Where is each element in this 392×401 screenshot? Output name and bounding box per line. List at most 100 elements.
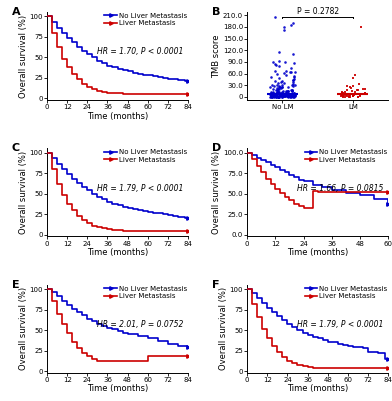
Point	[284, 88, 290, 95]
Point	[267, 93, 274, 99]
Point	[289, 86, 296, 93]
Point	[357, 92, 363, 99]
Point	[283, 87, 289, 94]
Point	[270, 89, 276, 95]
Point	[279, 82, 285, 89]
Point	[290, 93, 297, 99]
Point	[289, 91, 296, 97]
Point	[283, 91, 290, 97]
Point	[269, 91, 275, 97]
Point	[291, 74, 297, 80]
Point	[281, 26, 287, 33]
Point	[354, 93, 361, 100]
Point	[292, 93, 298, 99]
Legend: No Liver Metastasis, Liver Metastasis: No Liver Metastasis, Liver Metastasis	[305, 286, 387, 299]
Point	[290, 93, 297, 99]
Point	[291, 60, 297, 66]
Point	[350, 93, 356, 99]
Point	[279, 78, 285, 84]
Point	[274, 93, 280, 99]
Point	[347, 83, 353, 90]
Text: B: B	[212, 7, 220, 17]
Point	[285, 91, 292, 98]
Point	[285, 93, 291, 99]
Point	[290, 83, 296, 90]
Point	[274, 93, 281, 100]
Point	[275, 79, 281, 86]
Point	[267, 84, 273, 91]
Point	[275, 93, 281, 100]
Point	[346, 91, 352, 97]
Point	[343, 87, 350, 93]
Point	[279, 93, 286, 99]
Point	[279, 93, 285, 99]
Point	[275, 89, 281, 95]
Point	[279, 84, 285, 90]
Point	[289, 91, 296, 97]
Point	[268, 93, 274, 100]
Point	[272, 92, 278, 98]
Point	[273, 62, 279, 68]
X-axis label: Time (months): Time (months)	[287, 248, 348, 257]
Text: A: A	[12, 7, 20, 17]
Point	[352, 72, 358, 79]
Point	[285, 94, 292, 100]
Point	[289, 92, 296, 99]
Point	[268, 89, 274, 95]
Point	[270, 93, 276, 99]
Point	[275, 93, 281, 100]
Point	[279, 90, 286, 97]
Point	[288, 92, 294, 98]
Point	[279, 93, 285, 100]
Point	[287, 93, 294, 100]
Point	[272, 14, 278, 20]
Point	[280, 88, 287, 94]
Point	[291, 92, 297, 98]
Point	[274, 87, 280, 93]
Point	[286, 91, 292, 97]
Point	[347, 93, 353, 100]
Point	[283, 92, 289, 99]
X-axis label: Time (months): Time (months)	[287, 385, 348, 393]
Point	[276, 75, 282, 81]
Point	[285, 88, 292, 95]
Point	[270, 93, 276, 99]
Point	[292, 82, 298, 89]
Point	[290, 75, 297, 82]
Point	[277, 91, 283, 98]
Point	[282, 59, 288, 65]
Point	[282, 93, 288, 99]
Point	[288, 93, 294, 99]
Point	[361, 90, 368, 96]
Point	[290, 93, 297, 100]
Point	[278, 91, 285, 97]
Point	[341, 91, 347, 98]
Point	[276, 49, 282, 55]
Point	[358, 90, 364, 97]
Point	[291, 93, 297, 99]
Point	[276, 86, 282, 93]
X-axis label: Time (months): Time (months)	[87, 385, 148, 393]
Point	[288, 91, 294, 98]
Point	[291, 73, 297, 79]
Point	[288, 87, 294, 93]
Point	[281, 70, 287, 77]
Point	[347, 93, 353, 99]
Point	[267, 91, 273, 97]
Point	[283, 93, 290, 99]
Point	[276, 89, 282, 95]
Point	[284, 93, 290, 99]
Point	[339, 90, 345, 96]
Point	[280, 92, 286, 99]
Point	[276, 93, 282, 99]
Point	[276, 83, 282, 89]
Point	[269, 93, 276, 99]
Y-axis label: TMB score: TMB score	[212, 34, 221, 78]
Point	[352, 89, 358, 96]
Point	[288, 93, 294, 99]
Point	[269, 93, 276, 100]
Point	[274, 91, 281, 97]
Point	[281, 80, 287, 87]
Point	[268, 93, 274, 99]
Point	[275, 88, 281, 94]
